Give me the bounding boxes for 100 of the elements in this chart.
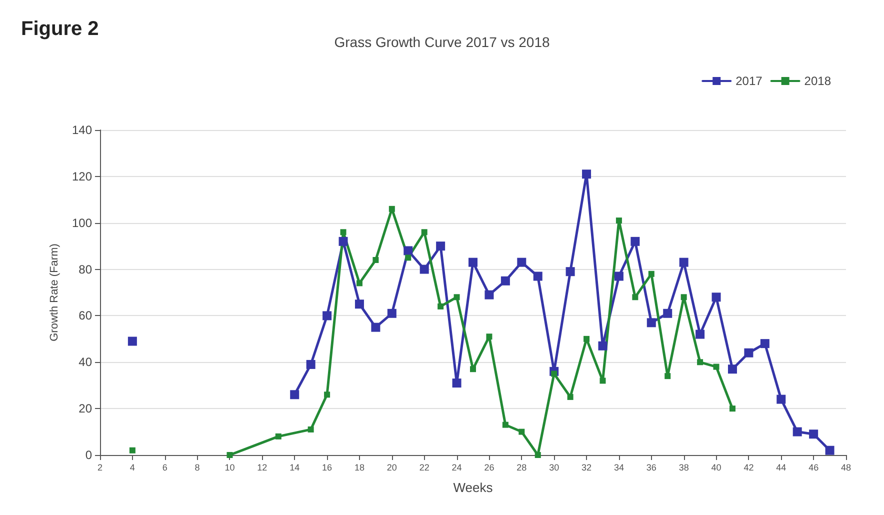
point [663, 308, 672, 318]
x-tick-label: 2 [97, 462, 103, 472]
x-tick-label: 28 [516, 462, 527, 472]
point [517, 258, 526, 267]
point [388, 206, 395, 212]
point [567, 394, 574, 400]
x-tick-label: 24 [452, 462, 462, 472]
point [372, 257, 379, 263]
point [275, 433, 282, 440]
point [454, 294, 460, 300]
point [534, 452, 541, 458]
point [533, 272, 542, 281]
y-tick-label: 100 [72, 216, 92, 230]
x-tick-label: 44 [776, 462, 786, 472]
y-tick-label: 120 [72, 169, 92, 184]
point [760, 339, 770, 348]
point [712, 292, 721, 302]
point [405, 254, 412, 261]
x-tick-label: 32 [582, 462, 592, 472]
point [128, 336, 137, 346]
x-tick-label: 14 [290, 462, 300, 472]
point [551, 370, 558, 377]
chart-title: Grass Growth Curve 2017 vs 2018 [334, 34, 550, 50]
point [324, 392, 330, 398]
x-tick-label: 8 [194, 462, 200, 472]
point [290, 390, 300, 400]
point [484, 290, 494, 300]
point [680, 294, 687, 300]
x-tick-label: 36 [646, 462, 656, 472]
legend-label: 2017 [736, 74, 763, 88]
y-tick-label: 140 [72, 123, 92, 137]
point [340, 229, 346, 236]
point [600, 378, 606, 384]
y-tick-label: 80 [78, 262, 92, 276]
x-tick-label: 18 [354, 462, 364, 472]
x-tick-label: 26 [484, 462, 494, 472]
point [679, 258, 688, 267]
y-tick-label: 60 [78, 308, 92, 323]
point [792, 427, 802, 436]
point [697, 359, 704, 366]
x-tick-label: 38 [678, 462, 689, 472]
point [630, 236, 640, 246]
point [470, 366, 476, 372]
point [646, 318, 656, 328]
point [518, 428, 525, 435]
point [776, 394, 786, 404]
point [614, 272, 624, 281]
point [616, 218, 622, 224]
point [420, 264, 429, 274]
point [648, 270, 654, 277]
point [421, 229, 428, 236]
point [356, 280, 362, 286]
point [387, 308, 396, 318]
x-tick-label: 40 [711, 462, 722, 472]
x-axis-title: Weeks [453, 480, 494, 495]
point [486, 334, 492, 340]
point [500, 276, 510, 286]
x-tick-label: 42 [744, 462, 754, 472]
caption: Figure 2 [21, 18, 99, 40]
point [598, 341, 608, 350]
x-tick-label: 10 [224, 462, 235, 472]
y-tick-label: 40 [78, 355, 92, 370]
y-tick-label: 20 [78, 402, 92, 416]
point [809, 430, 818, 439]
point [728, 364, 737, 374]
point [729, 406, 736, 412]
point [584, 336, 590, 342]
x-tick-label: 20 [386, 462, 397, 472]
point [825, 446, 834, 455]
point [404, 246, 413, 256]
point [632, 294, 638, 300]
x-tick-label: 34 [614, 462, 624, 472]
x-tick-label: 12 [257, 462, 268, 472]
y-tick-label: 0 [85, 448, 92, 462]
point [308, 426, 314, 432]
point [468, 258, 478, 267]
point [582, 170, 592, 179]
point [696, 330, 705, 339]
y-axis-title: Growth Rate (Farm) [48, 244, 60, 342]
point [744, 348, 754, 358]
point [322, 311, 332, 320]
point [129, 447, 136, 454]
point [371, 322, 380, 332]
point [354, 300, 364, 309]
x-tick-label: 48 [840, 462, 852, 472]
legend-label: 2018 [804, 74, 832, 88]
point [338, 236, 348, 246]
point [438, 303, 444, 310]
x-tick-label: 16 [322, 462, 332, 472]
point [226, 452, 233, 458]
x-tick-label: 46 [808, 462, 819, 472]
x-tick-label: 30 [549, 462, 560, 472]
x-tick-label: 22 [419, 462, 430, 472]
point [566, 267, 575, 276]
point [306, 360, 316, 369]
point [436, 242, 446, 251]
point [713, 364, 720, 370]
x-tick-label: 4 [130, 462, 135, 472]
point [664, 373, 671, 380]
x-tick-label: 6 [162, 462, 168, 472]
